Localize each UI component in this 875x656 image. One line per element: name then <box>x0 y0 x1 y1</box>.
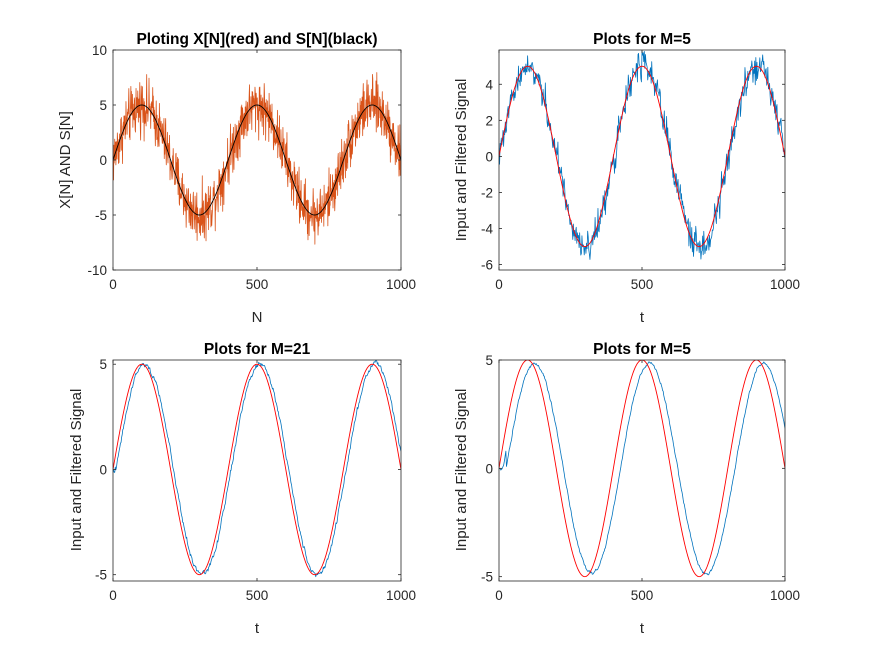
subplot-top-left: Ploting X[N](red) and S[N](black) N X[N]… <box>57 31 416 326</box>
y-tick-label: 0 <box>485 461 493 476</box>
y-tick-label: 0 <box>485 149 493 164</box>
x-tick-label: 0 <box>495 588 503 603</box>
subplot-title: Plots for M=21 <box>204 341 311 358</box>
y-tick-label: -10 <box>87 263 107 278</box>
subplot-top-right: Plots for M=5 t Input and Filtered Signa… <box>453 31 800 326</box>
series-line-clean <box>113 104 401 216</box>
y-tick-label: 2 <box>485 113 493 128</box>
y-tick-label: 10 <box>92 43 107 58</box>
x-tick-label: 0 <box>495 277 503 292</box>
series-line-reference <box>499 360 785 578</box>
x-axis-label: t <box>255 620 260 637</box>
x-axis-label: t <box>640 309 645 326</box>
x-tick-label: 0 <box>109 588 117 603</box>
y-tick-label: 4 <box>485 77 493 92</box>
series-line-reference <box>499 65 785 248</box>
y-axis-label: Input and Filtered Signal <box>453 389 470 552</box>
y-tick-label: -5 <box>481 570 493 585</box>
plot-area <box>113 360 401 578</box>
y-tick-label: 5 <box>485 353 493 368</box>
subplot-bottom-right: Plots for M=5 t Input and Filtered Signa… <box>453 341 800 637</box>
x-tick-label: 1000 <box>770 588 800 603</box>
x-tick-label: 500 <box>246 588 269 603</box>
x-tick-label: 500 <box>631 588 654 603</box>
series-line-noisy <box>113 72 401 245</box>
y-tick-label: -6 <box>481 258 493 273</box>
plot-area <box>113 72 401 245</box>
x-tick-label: 1000 <box>770 277 800 292</box>
subplot-bottom-left: Plots for M=21 t Input and Filtered Sign… <box>68 341 416 637</box>
y-axis-label: Input and Filtered Signal <box>453 79 470 242</box>
x-tick-label: 500 <box>246 277 269 292</box>
subplot-title: Plots for M=5 <box>593 341 691 358</box>
subplot-title: Plots for M=5 <box>593 31 691 48</box>
x-tick-label: 1000 <box>386 588 416 603</box>
y-tick-label: 5 <box>99 98 107 113</box>
x-axis-label: N <box>252 309 263 326</box>
y-axis-label: Input and Filtered Signal <box>68 389 85 552</box>
y-tick-label: -2 <box>481 185 493 200</box>
y-tick-label: -4 <box>481 222 493 237</box>
x-tick-label: 0 <box>109 277 117 292</box>
y-tick-label: 0 <box>99 153 107 168</box>
subplot-title: Ploting X[N](red) and S[N](black) <box>136 31 377 48</box>
y-tick-label: 0 <box>99 462 107 477</box>
y-tick-label: -5 <box>95 208 107 223</box>
x-axis-label: t <box>640 620 645 637</box>
y-tick-label: -5 <box>95 568 107 583</box>
series-line-reference <box>113 363 401 576</box>
x-tick-label: 500 <box>631 277 654 292</box>
plot-area <box>499 360 785 578</box>
series-line-filtered <box>113 360 401 578</box>
y-axis-label: X[N] AND S[N] <box>57 111 74 209</box>
y-tick-label: 5 <box>99 357 107 372</box>
x-tick-label: 1000 <box>386 277 416 292</box>
series-line-filtered <box>499 361 785 576</box>
